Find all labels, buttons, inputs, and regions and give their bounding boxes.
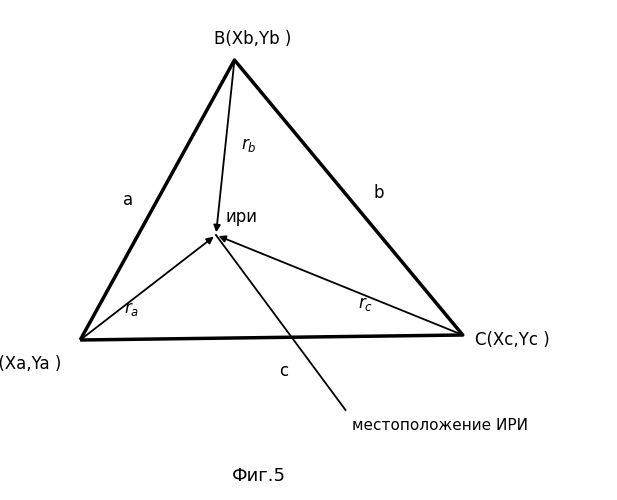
Text: $r_c$: $r_c$ <box>358 295 373 313</box>
Text: b: b <box>373 184 384 202</box>
Text: A(Xa,Ya ): A(Xa,Ya ) <box>0 355 62 373</box>
Text: Фиг.5: Фиг.5 <box>232 467 286 485</box>
Text: $r_b$: $r_b$ <box>241 136 256 154</box>
Text: B(Xb,Yb ): B(Xb,Yb ) <box>214 30 292 48</box>
Text: ири: ири <box>225 208 257 226</box>
Text: $r_a$: $r_a$ <box>123 300 139 318</box>
Text: C(Xc,Yc ): C(Xc,Yc ) <box>475 331 550 349</box>
Text: a: a <box>123 191 133 209</box>
Text: местоположение ИРИ: местоположение ИРИ <box>352 418 528 432</box>
Text: c: c <box>280 362 288 380</box>
